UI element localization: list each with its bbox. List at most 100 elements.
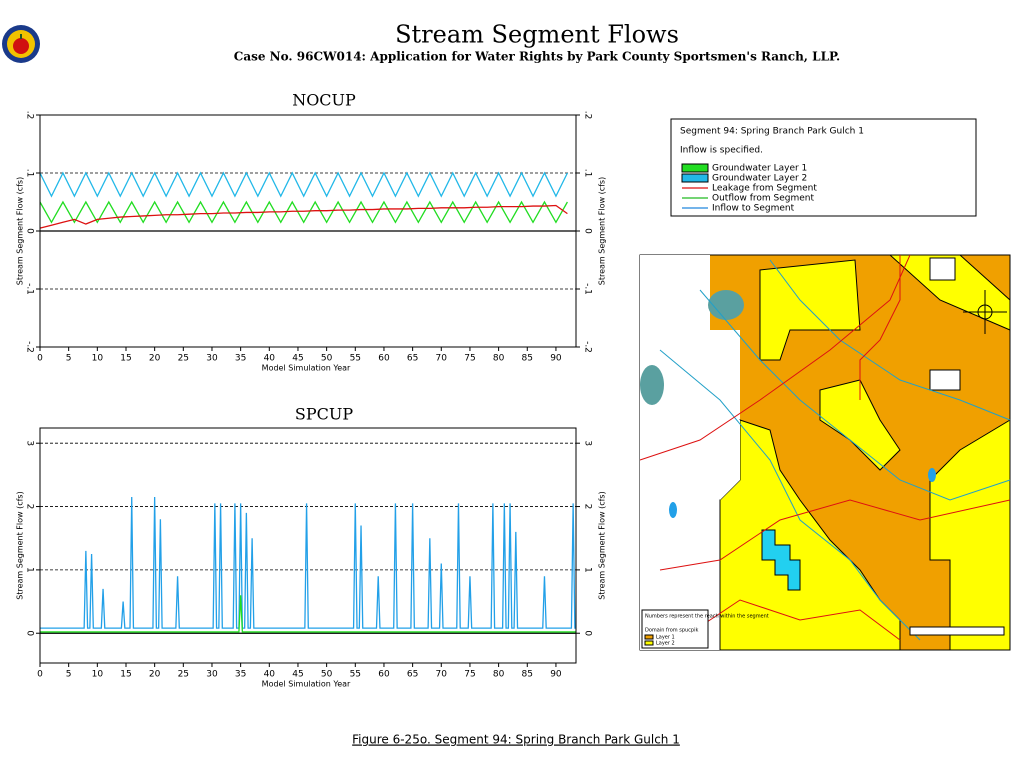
pond [669, 502, 677, 518]
x-tick-label: 30 [206, 354, 218, 364]
map-white [929, 257, 956, 281]
series-line [39, 171, 568, 198]
series-line [40, 595, 576, 633]
x-tick-label: 65 [407, 670, 418, 680]
map-legend-layer: Layer 2 [656, 641, 675, 647]
x-tick-label: 30 [206, 670, 218, 680]
x-tick-label: 80 [493, 670, 505, 680]
y-tick-label: 3 [25, 440, 35, 446]
road [659, 499, 1011, 571]
x-tick-label: 80 [493, 354, 505, 364]
x-tick-label: 25 [178, 354, 189, 364]
x-tick-label: 45 [292, 354, 303, 364]
x-tick-label: 50 [321, 354, 333, 364]
scale-bar [909, 626, 1005, 636]
chart-title: NOCUP [292, 91, 356, 110]
map-legend-layer: Layer 1 [656, 635, 675, 641]
x-tick-label: 35 [235, 354, 246, 364]
y-tick-label: .1 [583, 169, 593, 178]
segment-reaches [761, 529, 801, 591]
map-white [720, 420, 740, 500]
x-tick-label: 45 [292, 670, 303, 680]
x-tick-label: 75 [464, 670, 475, 680]
page-subtitle: Case No. 96CW014: Application for Water … [234, 50, 840, 64]
y-tick-label: -.2 [25, 341, 35, 353]
map-legend-swatch [644, 634, 654, 640]
x-tick-label: 5 [66, 354, 72, 364]
legend-label: Groundwater Layer 2 [712, 174, 807, 184]
legend-label: Inflow to Segment [712, 204, 795, 214]
y-tick-label: 2 [583, 504, 593, 510]
map-legend-domain: Domain from spucpik [645, 628, 698, 634]
y-tick-label: 0 [583, 228, 593, 234]
map-legend-note: Numbers represent the reach within the s… [645, 614, 769, 620]
plot-frame [39, 114, 577, 348]
logo-apple [13, 38, 29, 54]
x-tick-label: 60 [378, 670, 390, 680]
x-tick-label: 20 [149, 670, 161, 680]
road [679, 599, 901, 641]
y-tick-label: 0 [25, 228, 35, 234]
logo [2, 25, 40, 63]
x-tick-label: 90 [550, 354, 562, 364]
series-line [40, 497, 576, 629]
series-line [39, 200, 568, 224]
legend-swatch [681, 173, 709, 183]
map-legend-swatch [644, 640, 654, 646]
y-tick-label: 1 [25, 567, 35, 573]
y-tick-label: 0 [25, 630, 35, 636]
x-tick-label: 15 [120, 354, 131, 364]
x-tick-label: 85 [522, 670, 533, 680]
map: Numbers represent the reach within the s… [639, 254, 1011, 651]
plot-frame [39, 427, 577, 664]
legend-title: Segment 94: Spring Branch Park Gulch 1 [680, 127, 864, 137]
y-tick-label: .2 [25, 111, 35, 120]
x-tick-label: 90 [550, 670, 562, 680]
road [859, 255, 901, 400]
x-tick-label: 20 [149, 354, 161, 364]
y-tick-label: 2 [25, 504, 35, 510]
x-tick-label: 40 [264, 354, 276, 364]
x-axis-label: Model Simulation Year [262, 364, 351, 373]
legend-label: Leakage from Segment [712, 184, 817, 194]
x-tick-label: 60 [378, 354, 390, 364]
map-white [929, 369, 961, 391]
x-tick-label: 0 [37, 670, 43, 680]
x-tick-label: 55 [350, 670, 361, 680]
legend-swatch [681, 163, 709, 173]
x-tick-label: 25 [178, 670, 189, 680]
x-tick-label: 5 [66, 670, 72, 680]
x-tick-label: 85 [522, 354, 533, 364]
y-axis-label: Stream Segment Flow (cfs) [598, 491, 607, 599]
road [639, 254, 911, 461]
map-yellow [888, 254, 1011, 651]
lake [708, 290, 744, 320]
x-tick-label: 55 [350, 354, 361, 364]
x-tick-label: 35 [235, 670, 246, 680]
stream [699, 289, 1011, 501]
x-tick-label: 50 [321, 670, 333, 680]
x-tick-label: 70 [436, 670, 448, 680]
y-tick-label: 1 [583, 567, 593, 573]
y-tick-label: .2 [583, 111, 593, 120]
map-white [640, 255, 700, 400]
chart-title: SPCUP [295, 405, 353, 424]
y-tick-label: -.1 [583, 283, 593, 295]
series-line [39, 204, 568, 229]
logo-stem [20, 34, 22, 39]
pond [928, 468, 936, 482]
stream [659, 349, 921, 641]
legend-label: Groundwater Layer 1 [712, 164, 807, 174]
x-tick-label: 75 [464, 354, 475, 364]
x-tick-label: 40 [264, 670, 276, 680]
legend-box [670, 118, 977, 217]
x-tick-label: 65 [407, 354, 418, 364]
x-tick-label: 10 [92, 354, 104, 364]
page-title: Stream Segment Flows [395, 21, 679, 49]
y-tick-label: 0 [583, 630, 593, 636]
y-tick-label: -.2 [583, 341, 593, 353]
y-tick-label: -.1 [25, 283, 35, 295]
map-yellow [819, 379, 901, 471]
lake [640, 365, 664, 405]
